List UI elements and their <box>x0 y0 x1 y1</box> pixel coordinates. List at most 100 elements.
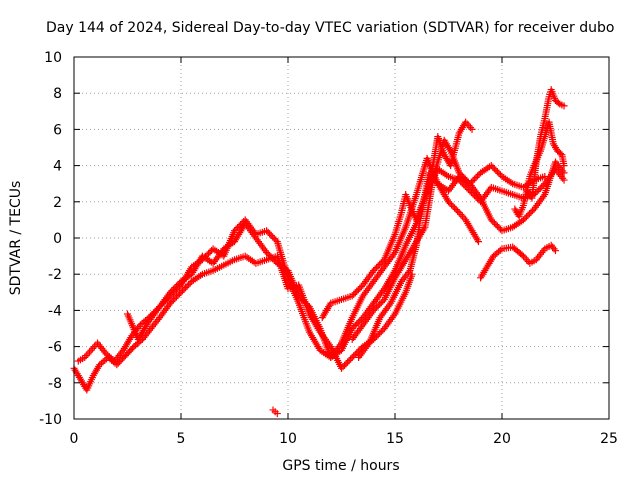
data-point <box>519 216 527 224</box>
data-point <box>493 222 501 230</box>
data-point <box>371 265 379 273</box>
x-tick-label: 20 <box>493 431 511 447</box>
data-point <box>376 260 384 268</box>
y-tick-label: 0 <box>53 231 62 247</box>
x-tick-label: 0 <box>70 431 79 447</box>
data-point <box>490 165 498 173</box>
data-point <box>449 202 457 210</box>
data-point <box>301 298 309 306</box>
data-point <box>490 219 498 227</box>
data-point <box>370 267 378 275</box>
data-point <box>348 292 356 300</box>
data-point <box>489 217 497 225</box>
data-point <box>182 284 190 292</box>
data-point <box>560 162 568 170</box>
data-point <box>350 290 358 298</box>
data-point <box>524 258 532 266</box>
data-point <box>159 300 167 308</box>
data-point <box>524 211 532 219</box>
data-point <box>469 177 477 185</box>
data-point <box>466 180 474 188</box>
data-point <box>373 263 381 271</box>
data-point <box>377 259 385 267</box>
data-point <box>351 350 359 358</box>
data-point <box>376 300 384 308</box>
data-point <box>351 321 359 329</box>
data-point <box>302 300 310 308</box>
data-point <box>493 168 501 176</box>
data-point <box>263 227 271 235</box>
data-point <box>470 175 478 183</box>
data-point <box>171 287 179 295</box>
data-point <box>172 286 180 294</box>
data-point <box>168 298 176 306</box>
data-point <box>371 305 379 313</box>
data-point <box>84 350 92 358</box>
data-point <box>205 250 213 258</box>
y-tick-label: 10 <box>44 50 62 66</box>
data-point <box>377 328 385 336</box>
data-point <box>171 295 179 303</box>
data-point <box>86 348 94 356</box>
data-point <box>541 172 549 180</box>
data-point <box>166 292 174 300</box>
y-tick-label: -6 <box>48 340 62 356</box>
data-point <box>345 357 353 365</box>
data-point <box>492 221 500 229</box>
data-point <box>231 227 238 235</box>
data-point <box>536 184 544 192</box>
data-point <box>273 410 281 418</box>
data-point <box>269 233 277 241</box>
data-point <box>457 210 465 218</box>
data-point <box>554 99 562 107</box>
data-point <box>518 251 526 259</box>
data-point <box>263 248 271 256</box>
data-point <box>465 122 473 130</box>
data-point <box>521 214 529 222</box>
data-point <box>373 332 381 340</box>
data-point <box>461 175 469 183</box>
data-point <box>264 250 272 258</box>
data-point <box>89 344 97 352</box>
y-tick-label: 4 <box>53 159 62 175</box>
data-point <box>374 302 382 310</box>
data-point <box>522 213 530 221</box>
data-point <box>160 298 168 306</box>
data-point <box>168 290 176 298</box>
data-point <box>128 344 136 352</box>
data-point <box>496 246 504 254</box>
data-point <box>448 201 456 209</box>
data-point <box>351 289 359 297</box>
y-tick-label: -2 <box>48 267 62 283</box>
data-point <box>165 293 173 301</box>
data-point <box>267 231 275 239</box>
data-point <box>527 208 535 216</box>
data-point <box>487 162 495 170</box>
data-point <box>353 320 361 328</box>
data-point <box>451 204 459 212</box>
data-point <box>235 222 243 230</box>
x-tick-label: 10 <box>279 431 297 447</box>
data-point <box>162 297 170 305</box>
axis-ticks: 0 5 10 15 20 25 -10 -8 -6 -4 -2 0 2 4 6 8 10 <box>39 50 618 447</box>
y-tick-label: 2 <box>53 195 62 211</box>
data-point <box>185 281 193 289</box>
data-point <box>474 172 482 180</box>
data-point <box>198 256 206 264</box>
data-point <box>377 299 385 307</box>
data-point <box>472 173 480 181</box>
data-point <box>489 163 497 171</box>
data-point <box>446 199 454 207</box>
data-point <box>461 182 469 190</box>
data-point <box>552 247 559 255</box>
data-point <box>232 225 240 233</box>
data-point <box>272 236 280 244</box>
data-point <box>374 262 382 270</box>
y-tick-label: -10 <box>39 412 62 428</box>
data-point <box>338 364 345 372</box>
data-point <box>342 360 350 368</box>
data-point <box>445 198 452 206</box>
data-point <box>353 287 361 295</box>
data-point <box>455 169 463 177</box>
data-point <box>237 221 245 229</box>
